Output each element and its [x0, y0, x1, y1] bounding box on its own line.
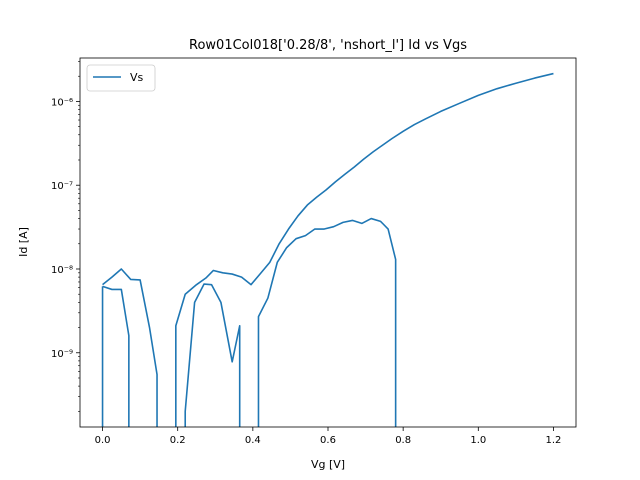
x-tick-label: 0.2 — [170, 435, 186, 446]
x-tick-label: 1.2 — [546, 435, 562, 446]
chart-title: Row01Col018['0.28/8', 'nshort_l'] Id vs … — [189, 38, 467, 53]
legend-box — [86, 64, 156, 92]
y-tick-label: 10⁻⁸ — [51, 265, 73, 276]
x-tick-label: 1.0 — [470, 435, 486, 446]
series-layer — [101, 72, 554, 427]
y-axis-label: Id [A] — [17, 227, 30, 257]
y-tick-label: 10⁻⁷ — [51, 181, 73, 192]
legend: Vs — [86, 64, 156, 92]
series-line-vs-segment-5 — [257, 217, 397, 427]
plot-area — [80, 58, 576, 427]
y-axis-ticks: 10⁻⁹ 10⁻⁸ 10⁻⁷ 10⁻⁶ — [51, 61, 80, 412]
series-line-vs-segment-3 — [175, 72, 554, 427]
x-axis-ticks: 0.0 0.2 0.4 0.6 0.8 1.0 1.2 — [95, 427, 562, 446]
y-tick-label: 10⁻⁹ — [51, 349, 73, 360]
x-tick-label: 0.8 — [395, 435, 411, 446]
x-tick-label: 0.6 — [320, 435, 336, 446]
series-line-vs-segment-4 — [184, 283, 241, 427]
x-axis-label: Vg [V] — [311, 458, 345, 471]
x-tick-label: 0.4 — [245, 435, 261, 446]
y-tick-label: 10⁻⁶ — [51, 97, 73, 108]
x-tick-label: 0.0 — [95, 435, 111, 446]
series-line-vs-segment-2 — [102, 285, 130, 427]
legend-entry-vs: Vs — [130, 71, 144, 84]
series-line-vs-segment-1 — [102, 268, 158, 427]
plot-frame — [79, 57, 577, 428]
